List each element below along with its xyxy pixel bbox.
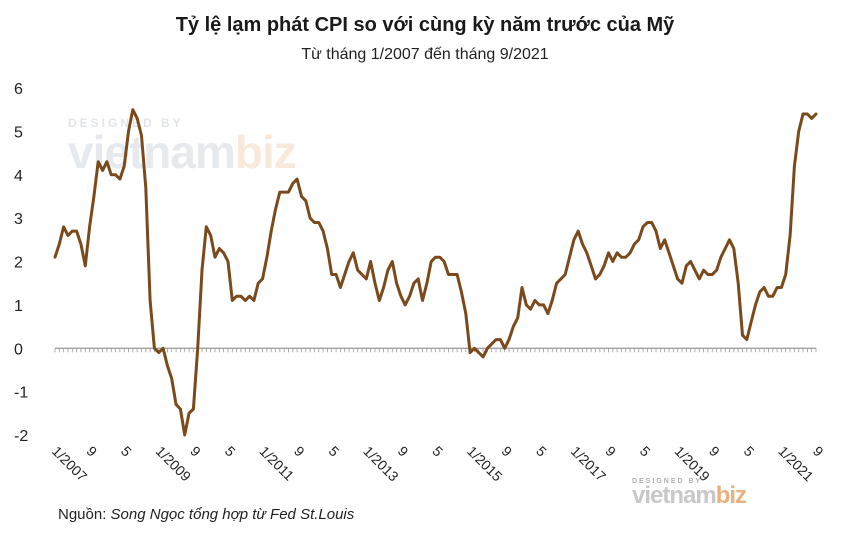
x-tick-label: 1/2007 [49, 443, 91, 485]
x-tick-label: 9 [706, 443, 723, 460]
y-tick-label: -2 [14, 428, 28, 445]
x-tick-label: 5 [741, 443, 758, 460]
x-tick-label: 5 [326, 443, 343, 460]
x-tick-label: 9 [395, 443, 412, 460]
x-tick-label: 5 [429, 443, 446, 460]
y-tick-label: 2 [14, 255, 23, 272]
y-tick-label: -1 [14, 385, 28, 402]
x-axis [54, 347, 817, 353]
x-tick-label: 5 [637, 443, 654, 460]
x-tick-label: 9 [499, 443, 516, 460]
x-tick-label: 5 [118, 443, 135, 460]
x-tick-label: 9 [83, 443, 100, 460]
source-note: Nguồn: Song Ngọc tổng hợp từ Fed St.Loui… [58, 506, 354, 523]
chart-subtitle: Từ tháng 1/2007 đến tháng 9/2021 [301, 46, 549, 63]
x-tick-label: 9 [291, 443, 308, 460]
chart-title: Tỷ lệ lạm phát CPI so với cùng kỳ năm tr… [175, 14, 675, 36]
x-tick-label: 5 [533, 443, 550, 460]
x-tick-label: 1/2021 [775, 443, 817, 485]
source-text: Song Ngọc tổng hợp từ Fed St.Louis [110, 506, 355, 523]
x-tick-label: 1/2013 [360, 443, 402, 485]
y-tick-label: 4 [14, 168, 23, 185]
x-tick-label: 9 [810, 443, 827, 460]
source-prefix: Nguồn: [58, 506, 107, 523]
x-tick-label: 9 [602, 443, 619, 460]
y-tick-label: 0 [14, 341, 23, 358]
y-tick-label: 5 [14, 124, 23, 141]
y-tick-label: 3 [14, 211, 23, 228]
cpi-series-line [53, 108, 818, 437]
x-tick-label: 9 [187, 443, 204, 460]
x-tick-label: 5 [222, 443, 239, 460]
y-tick-label: 6 [14, 81, 23, 98]
x-tick-label: 1/2015 [464, 443, 506, 485]
x-tick-label: 1/2009 [153, 443, 195, 485]
x-tick-label: 1/2019 [672, 443, 714, 485]
x-tick-label: 1/2017 [568, 443, 610, 485]
y-axis-tick-labels: 6 5 4 3 2 1 0 -1 -2 [14, 81, 28, 445]
x-tick-label: 1/2011 [256, 443, 297, 484]
y-tick-label: 1 [14, 298, 23, 315]
